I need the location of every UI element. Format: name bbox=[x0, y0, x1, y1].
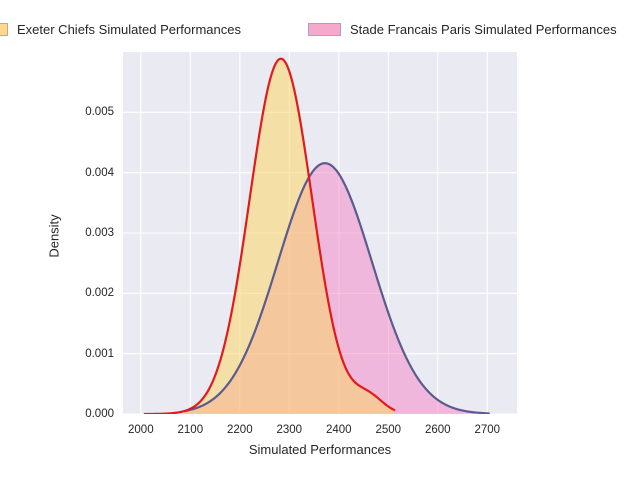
legend-swatch-exeter-chiefs bbox=[0, 23, 8, 36]
legend-item-exeter-chiefs: Exeter Chiefs Simulated Performances bbox=[0, 21, 241, 38]
x-tick-label: 2000 bbox=[128, 424, 154, 436]
x-tick-label: 2300 bbox=[276, 424, 303, 436]
x-tick-label: 2100 bbox=[177, 424, 204, 436]
y-tick-label: 0.001 bbox=[85, 347, 114, 360]
y-tick-label: 0.002 bbox=[85, 287, 114, 300]
x-axis-title: Simulated Performances bbox=[248, 442, 392, 457]
legend-swatch-stade-francais bbox=[308, 23, 341, 36]
plot-area bbox=[123, 52, 517, 414]
x-tick-label: 2200 bbox=[227, 424, 253, 436]
x-tick-label: 2400 bbox=[326, 424, 352, 436]
y-tick-label: 0.000 bbox=[85, 408, 114, 420]
x-tick-label: 2700 bbox=[474, 424, 501, 436]
y-tick-label: 0.003 bbox=[85, 227, 114, 239]
y-tick-label: 0.005 bbox=[85, 106, 114, 119]
y-axis-title: Density bbox=[46, 214, 62, 258]
x-tick-label: 2600 bbox=[425, 424, 451, 436]
legend-label-stade-francais: Stade Francais Paris Simulated Performan… bbox=[350, 22, 617, 37]
x-tick-label: 2500 bbox=[375, 424, 402, 436]
y-tick-label: 0.004 bbox=[85, 166, 114, 179]
legend-item-stade-francais: Stade Francais Paris Simulated Performan… bbox=[308, 21, 617, 38]
legend-label-exeter-chiefs: Exeter Chiefs Simulated Performances bbox=[17, 22, 241, 37]
kde-chart-svg bbox=[123, 52, 517, 414]
